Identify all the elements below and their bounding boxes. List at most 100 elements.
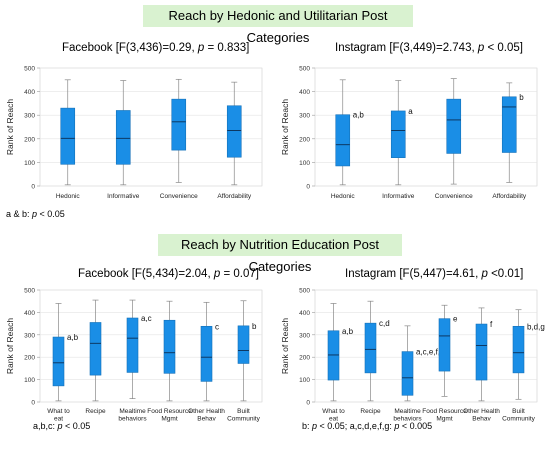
y-tick-label: 0 bbox=[31, 400, 35, 407]
y-tick-label: 500 bbox=[299, 66, 310, 73]
y-tick-label: 400 bbox=[299, 89, 310, 96]
x-category-label: Food Resource Mgmt bbox=[422, 408, 467, 423]
boxplot-instagram-hedonic: 0 100 200 300 400 500 Rank of Reach a,b Hedonic a… bbox=[280, 66, 538, 200]
significance-letter: a,b bbox=[342, 327, 354, 336]
y-tick-label: 400 bbox=[24, 89, 35, 96]
significance-letter: b bbox=[519, 93, 524, 102]
box-body bbox=[237, 325, 250, 364]
box-body bbox=[52, 336, 65, 387]
box-body bbox=[501, 96, 517, 153]
box-0: a,b bbox=[335, 79, 364, 186]
box-2 bbox=[446, 78, 462, 185]
y-tick-label: 100 bbox=[299, 160, 310, 167]
box-0: a,b bbox=[327, 303, 354, 402]
box-body bbox=[364, 322, 377, 374]
box-body bbox=[446, 98, 462, 154]
y-tick-label: 200 bbox=[24, 136, 35, 143]
x-category-label: Built Community bbox=[227, 408, 261, 423]
box-2 bbox=[171, 78, 187, 183]
box-body bbox=[335, 114, 351, 167]
significance-letter: e bbox=[453, 315, 458, 324]
x-category-label: Informative bbox=[382, 193, 415, 200]
significance-letter: a,c,e,f,g bbox=[416, 348, 444, 357]
chart-title-facebook-hedonic: Facebook [F(3,436)=0.29, p = 0.833] bbox=[62, 42, 250, 54]
chart-title-facebook-nutrition: Facebook [F(5,434)=2.04, p = 0.07] bbox=[78, 268, 259, 280]
box-body bbox=[401, 351, 414, 396]
boxplot-facebook-nutrition: 0 100 200 300 400 500 Rank of Reach a,b What to e… bbox=[5, 288, 263, 423]
plot-frame bbox=[314, 289, 538, 403]
box-5: b bbox=[237, 300, 257, 402]
banner-hedonic-utilitarian: Reach by Hedonic and Utilitarian Post Ca… bbox=[143, 5, 413, 45]
boxplot-facebook-hedonic: 0 100 200 300 400 500 Rank of Reach Hedonic Info… bbox=[5, 66, 263, 200]
box-4: c bbox=[200, 301, 219, 402]
box-3: b bbox=[501, 82, 524, 183]
x-category-label: Affordability bbox=[217, 193, 252, 200]
box-0 bbox=[60, 79, 76, 186]
y-tick-label: 300 bbox=[24, 332, 35, 339]
box-body bbox=[163, 319, 176, 374]
box-2: a,c bbox=[126, 299, 152, 399]
significance-letter: c bbox=[215, 322, 219, 331]
box-1: a bbox=[390, 80, 413, 186]
significance-letter: b bbox=[252, 322, 257, 331]
x-category-label: Recipe bbox=[85, 408, 106, 415]
y-tick-label: 100 bbox=[24, 377, 35, 384]
banner-nutrition-education: Reach by Nutrition Education Post Catego… bbox=[158, 234, 402, 274]
box-3 bbox=[163, 300, 176, 402]
box-body bbox=[226, 105, 242, 158]
y-tick-label: 200 bbox=[299, 355, 310, 362]
y-tick-label: 0 bbox=[31, 184, 35, 191]
box-body bbox=[89, 322, 102, 376]
x-category-label: What to eat bbox=[322, 408, 345, 423]
significance-letter: c,d bbox=[379, 319, 390, 328]
box-body bbox=[512, 325, 525, 374]
y-tick-label: 0 bbox=[306, 184, 310, 191]
x-category-label: Built Community bbox=[502, 408, 536, 423]
x-category-label: Other Health Behav bbox=[463, 408, 500, 423]
box-body bbox=[60, 107, 76, 165]
x-category-label: Convenience bbox=[160, 193, 198, 200]
y-tick-label: 100 bbox=[299, 377, 310, 384]
y-tick-label: 500 bbox=[24, 288, 35, 295]
y-axis-label: Rank of Reach bbox=[280, 318, 290, 374]
y-tick-label: 300 bbox=[299, 113, 310, 120]
x-category-label: Recipe bbox=[360, 408, 381, 415]
box-body bbox=[126, 317, 139, 373]
significance-letter: a,c bbox=[141, 314, 152, 323]
y-tick-label: 200 bbox=[24, 355, 35, 362]
y-tick-label: 100 bbox=[24, 160, 35, 167]
significance-letter: a,b bbox=[67, 333, 79, 342]
x-category-label: Affordability bbox=[492, 193, 527, 200]
y-axis-label: Rank of Reach bbox=[5, 318, 15, 374]
box-body bbox=[115, 110, 131, 165]
y-tick-label: 200 bbox=[299, 136, 310, 143]
x-category-label: Convenience bbox=[435, 193, 473, 200]
box-body bbox=[390, 110, 406, 158]
note-hedonic-facebook: a & b: p < 0.05 bbox=[6, 209, 65, 219]
x-category-label: Mealtime behaviors bbox=[118, 408, 147, 423]
box-3 bbox=[226, 81, 242, 186]
box-2: a,c,e,f,g bbox=[401, 325, 444, 402]
x-category-label: Hedonic bbox=[331, 193, 356, 200]
y-axis-label: Rank of Reach bbox=[5, 99, 15, 155]
y-tick-label: 400 bbox=[24, 310, 35, 317]
significance-letter: f bbox=[490, 320, 493, 329]
chart-title-instagram-hedonic: Instagram [F(3,449)=2.743, p < 0.05] bbox=[335, 42, 523, 54]
box-body bbox=[475, 323, 488, 381]
significance-letter: b,d,g bbox=[527, 322, 545, 331]
y-tick-label: 300 bbox=[299, 332, 310, 339]
box-3: e bbox=[438, 304, 458, 397]
box-body bbox=[171, 98, 187, 151]
box-body bbox=[200, 325, 213, 382]
box-1: c,d bbox=[364, 300, 390, 402]
box-4: f bbox=[475, 307, 493, 402]
y-tick-label: 400 bbox=[299, 310, 310, 317]
box-5: b,d,g bbox=[512, 309, 545, 400]
chart-title-instagram-nutrition: Instagram [F(5,447)=4.61, p <0.01] bbox=[345, 268, 524, 280]
x-category-label: Mealtime behaviors bbox=[393, 408, 422, 423]
plot-frame bbox=[39, 289, 263, 403]
significance-letter: a bbox=[408, 107, 413, 116]
x-category-label: Food Resource Mgmt bbox=[147, 408, 192, 423]
x-category-label: What to eat bbox=[47, 408, 70, 423]
y-axis-label: Rank of Reach bbox=[280, 99, 290, 155]
